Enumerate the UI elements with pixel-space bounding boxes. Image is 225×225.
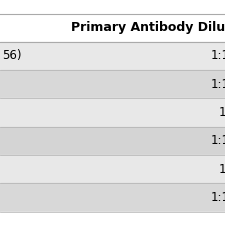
Bar <box>0 98 225 127</box>
Text: Primary Antibody Dilution: Primary Antibody Dilution <box>70 21 225 34</box>
Bar <box>0 42 225 70</box>
Bar <box>0 70 225 98</box>
Bar <box>0 183 225 211</box>
Bar <box>0 155 225 183</box>
Bar <box>0 14 225 42</box>
Text: 1:500: 1:500 <box>218 162 225 176</box>
Text: 56): 56) <box>2 49 22 62</box>
Bar <box>0 126 225 155</box>
Text: 1:500: 1:500 <box>218 106 225 119</box>
Text: 1:1000: 1:1000 <box>211 191 225 204</box>
Text: 1:1000: 1:1000 <box>211 49 225 62</box>
Text: 1:1000: 1:1000 <box>211 78 225 91</box>
Text: 1:1000: 1:1000 <box>211 134 225 147</box>
Bar <box>0 212 225 225</box>
